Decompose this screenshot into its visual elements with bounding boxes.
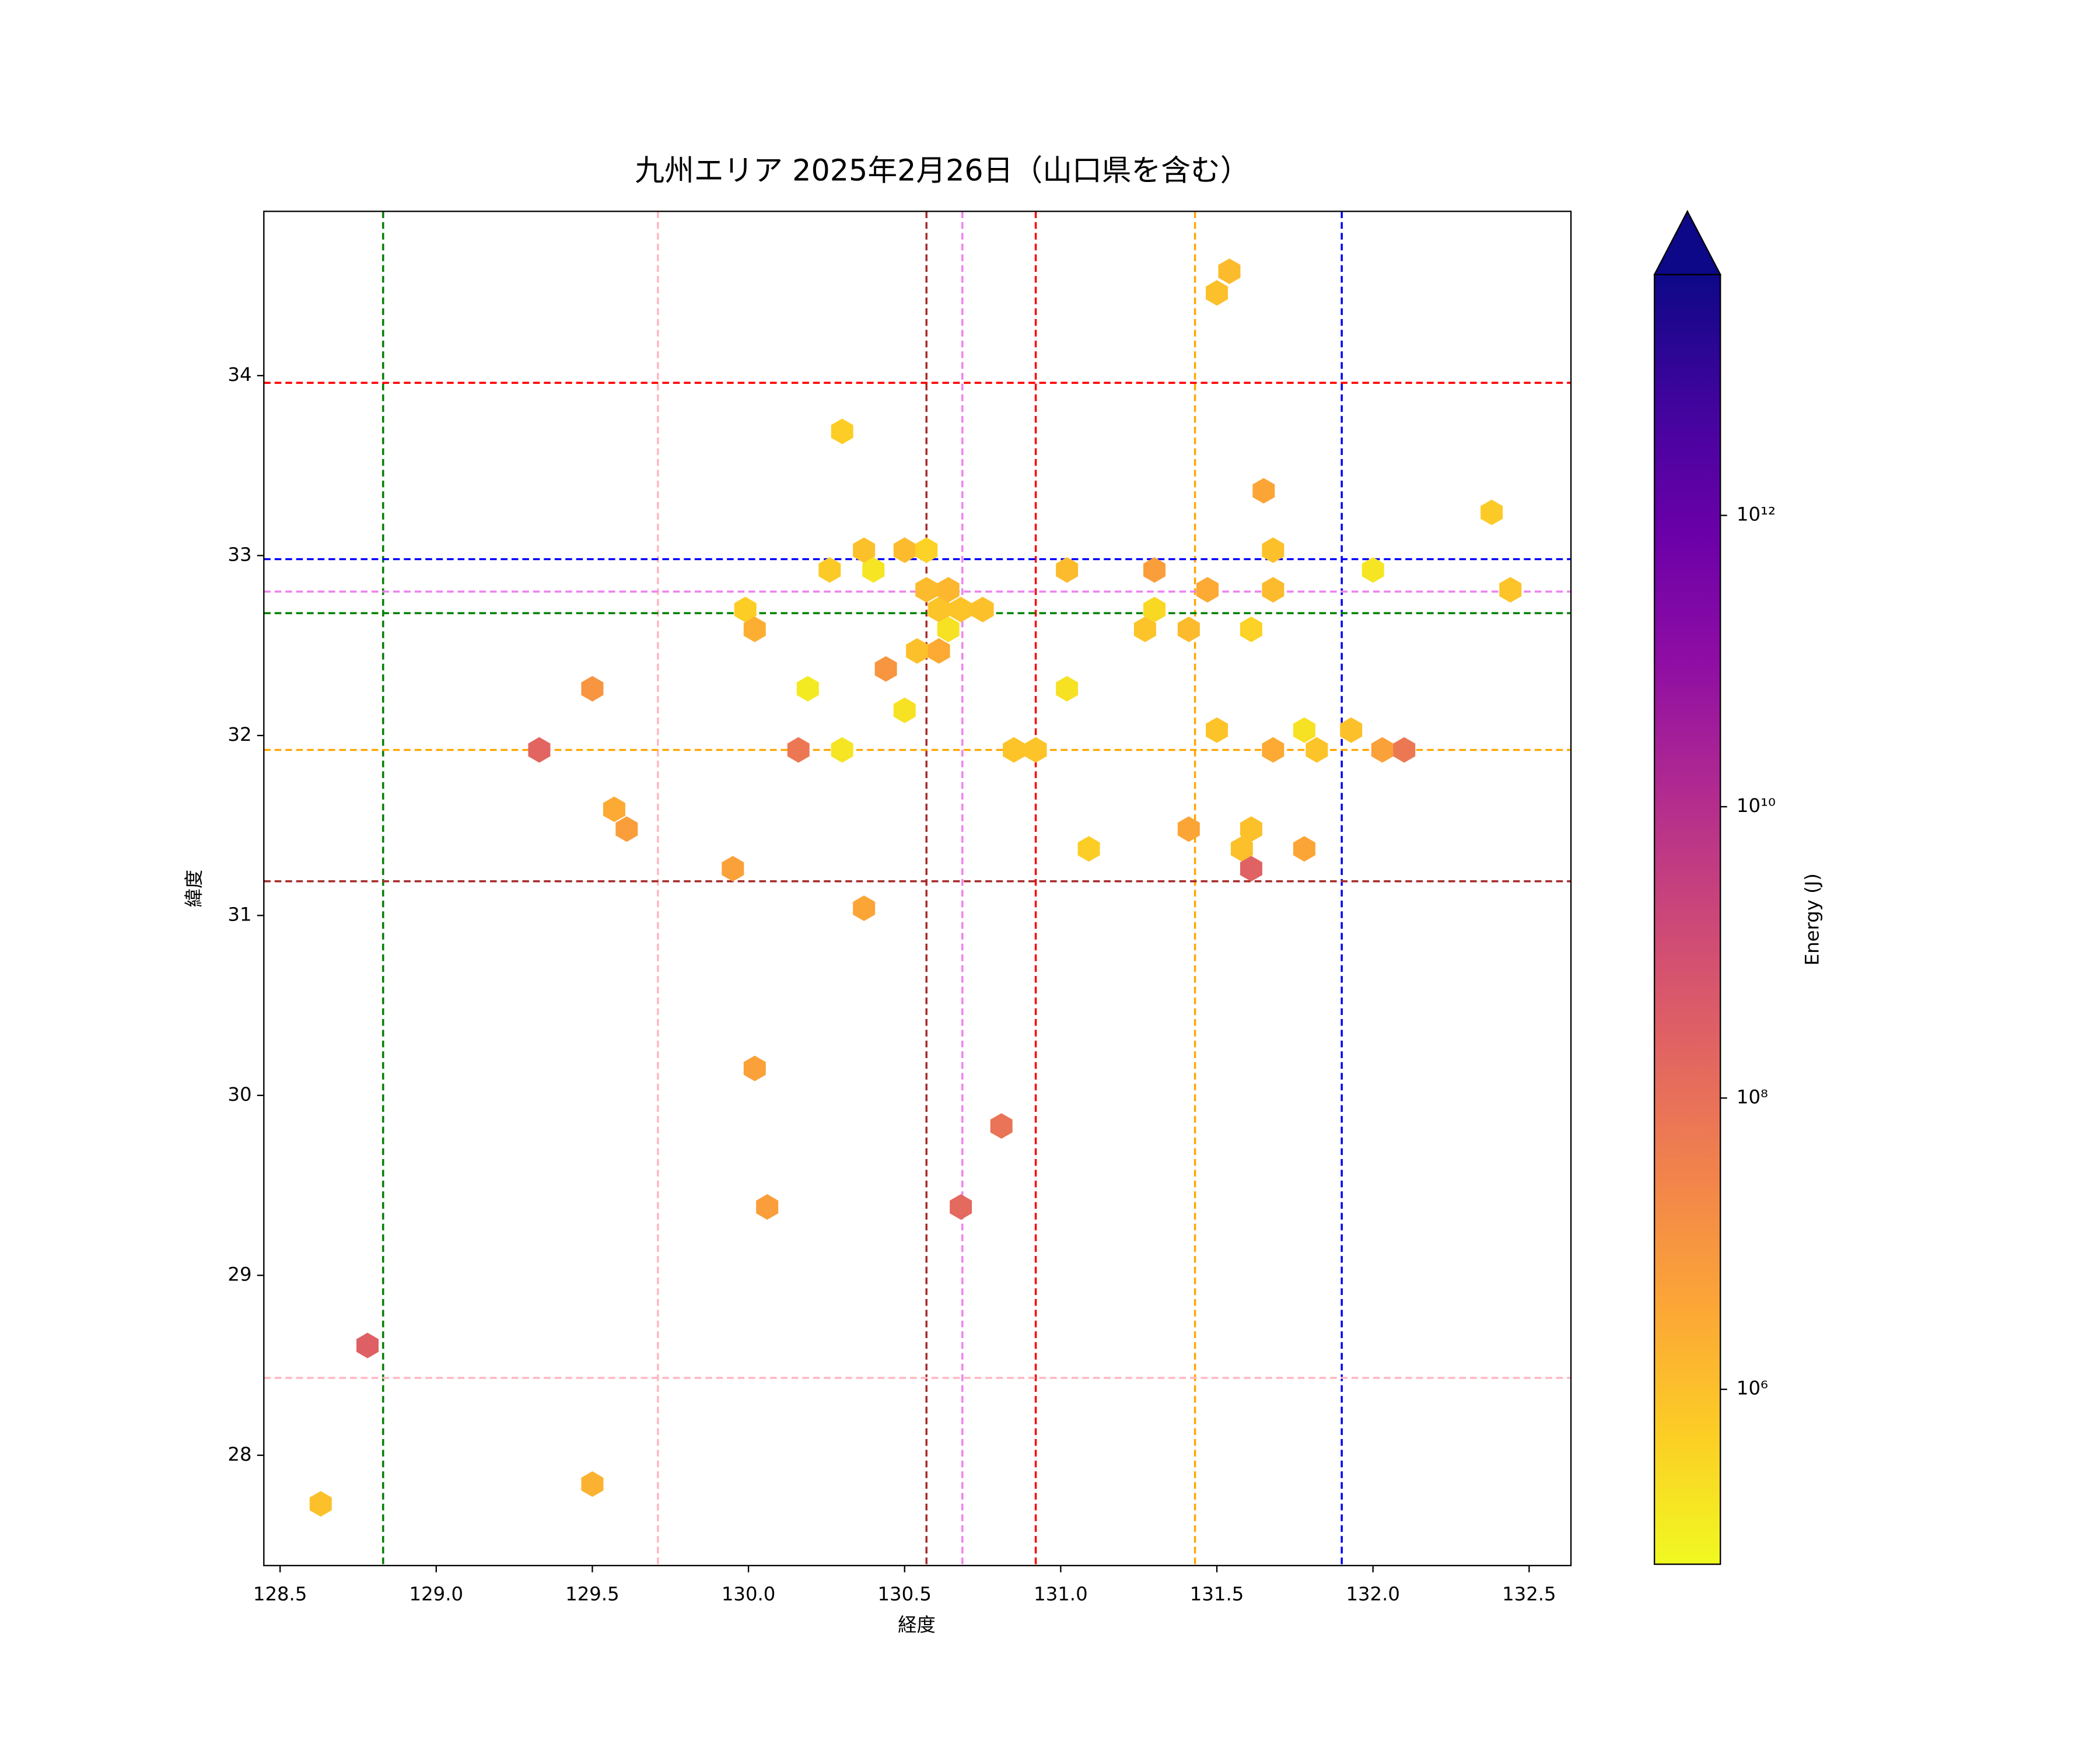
hexbin-cell bbox=[1262, 737, 1284, 763]
x-tick-label: 130.5 bbox=[878, 1583, 932, 1605]
hexbin-cell bbox=[722, 856, 744, 882]
hexbin-cell bbox=[1240, 616, 1262, 642]
y-tick-label: 34 bbox=[228, 363, 251, 386]
hexbin-cell bbox=[950, 597, 972, 622]
x-tick-label: 128.5 bbox=[253, 1583, 307, 1605]
hexbin-cell bbox=[831, 737, 853, 763]
hexbin-cell bbox=[734, 597, 757, 622]
hexbin-cell bbox=[990, 1113, 1013, 1139]
hexbin-cell bbox=[1056, 676, 1079, 702]
hexbin-cell bbox=[915, 537, 938, 564]
hexbin-cell bbox=[874, 656, 897, 682]
hexbin-cell bbox=[1393, 737, 1416, 763]
x-tick-label: 131.5 bbox=[1190, 1583, 1244, 1605]
y-tick-label: 32 bbox=[228, 723, 251, 746]
hexbin-cell bbox=[1218, 258, 1241, 284]
hexbin-cell bbox=[1252, 478, 1275, 504]
hexbin-cell bbox=[915, 577, 938, 603]
hexbin-cell bbox=[928, 597, 950, 622]
hexbin-cell bbox=[1240, 816, 1262, 842]
colorbar-frame bbox=[1654, 274, 1721, 1565]
hexbin-cell bbox=[853, 537, 876, 564]
hexbin-cell bbox=[756, 1194, 779, 1220]
hexbin-cell bbox=[603, 796, 625, 822]
x-tick-label: 132.0 bbox=[1346, 1583, 1399, 1605]
hexbin-cell bbox=[796, 676, 819, 702]
colorbar bbox=[1654, 274, 1721, 1564]
y-tick-label: 28 bbox=[228, 1443, 251, 1465]
axes-frame bbox=[263, 211, 1572, 1566]
hexbin-cell bbox=[950, 1194, 972, 1220]
hexbin-cell bbox=[356, 1332, 379, 1359]
x-tick-label: 132.5 bbox=[1502, 1583, 1556, 1605]
hexbin-cell bbox=[928, 638, 950, 664]
hexbin-cell bbox=[1177, 616, 1200, 642]
hexbin-cell bbox=[937, 616, 960, 642]
hexbin-cell bbox=[1480, 499, 1503, 526]
hexbin-cell bbox=[1003, 737, 1026, 763]
hexbin-cell bbox=[818, 557, 841, 583]
hexbin-cell bbox=[615, 816, 638, 842]
x-tick-label: 130.0 bbox=[722, 1583, 775, 1605]
hexbin-cell bbox=[1230, 836, 1253, 862]
hexbin-cell bbox=[1143, 597, 1166, 622]
hexbin-cell bbox=[831, 418, 853, 444]
hexbin-cell bbox=[1262, 537, 1284, 564]
hexbin-cell bbox=[971, 597, 994, 622]
hexbin-cell bbox=[743, 1055, 766, 1082]
hexbin-cell bbox=[1056, 557, 1079, 583]
hexbin-cell bbox=[937, 577, 960, 603]
hexbin-cell bbox=[581, 676, 604, 702]
x-axis-label: 経度 bbox=[898, 1614, 936, 1636]
hexbin-cell bbox=[853, 895, 876, 921]
hexbin-cell bbox=[1143, 557, 1166, 583]
hexbin-cell bbox=[1196, 577, 1219, 603]
hexbin-cell bbox=[1133, 616, 1156, 642]
x-tick-label: 129.5 bbox=[565, 1583, 619, 1605]
hexbin-cell bbox=[1206, 280, 1228, 306]
x-tick-label: 131.0 bbox=[1034, 1583, 1087, 1605]
hexbin-cell bbox=[1293, 836, 1315, 862]
hexbin-cell bbox=[1306, 737, 1328, 763]
y-tick-label: 30 bbox=[228, 1083, 251, 1105]
hexbin-cell bbox=[1077, 836, 1100, 862]
colorbar-tick-label: 10¹² bbox=[1737, 503, 1776, 526]
hexbin-cell bbox=[906, 638, 929, 664]
plot-area bbox=[264, 211, 1572, 1566]
hexbin-cell bbox=[309, 1491, 332, 1517]
hexbin-cell bbox=[528, 737, 551, 763]
hexbin-cell bbox=[893, 697, 916, 723]
y-tick-label: 33 bbox=[228, 543, 251, 565]
hexbin-cell bbox=[1240, 856, 1262, 882]
hexbin-cell bbox=[1024, 737, 1047, 763]
hexbin-cell bbox=[862, 557, 885, 583]
hexbin-cell bbox=[1206, 717, 1228, 743]
colorbar-tick-label: 10¹⁰ bbox=[1737, 794, 1776, 817]
colorbar-tick-label: 10⁸ bbox=[1737, 1086, 1768, 1108]
colorbar-extend bbox=[1653, 209, 1722, 275]
hexbin-cell bbox=[1362, 557, 1384, 583]
y-axis-label: 緯度 bbox=[183, 870, 205, 908]
hexbin-cell bbox=[787, 737, 810, 763]
hexbin-cell bbox=[1262, 577, 1284, 603]
colorbar-label: Energy (J) bbox=[1801, 873, 1823, 965]
hexbin-cell bbox=[1293, 717, 1315, 743]
hexbin-cell bbox=[1177, 816, 1200, 842]
x-tick-label: 129.0 bbox=[410, 1583, 463, 1605]
hexbin-cell bbox=[581, 1471, 604, 1497]
colorbar-tick-label: 10⁶ bbox=[1737, 1377, 1768, 1399]
hexbin-cell bbox=[743, 616, 766, 642]
y-tick-label: 29 bbox=[228, 1263, 251, 1285]
hexbin-cell bbox=[1499, 577, 1522, 603]
hexbin-cell bbox=[893, 537, 916, 564]
chart-title: 九州エリア 2025年2月26日（山口県を含む） bbox=[635, 153, 1250, 187]
y-tick-label: 31 bbox=[228, 903, 251, 925]
hexbin-cell bbox=[1340, 717, 1363, 743]
hexbin-cell bbox=[1371, 737, 1394, 763]
